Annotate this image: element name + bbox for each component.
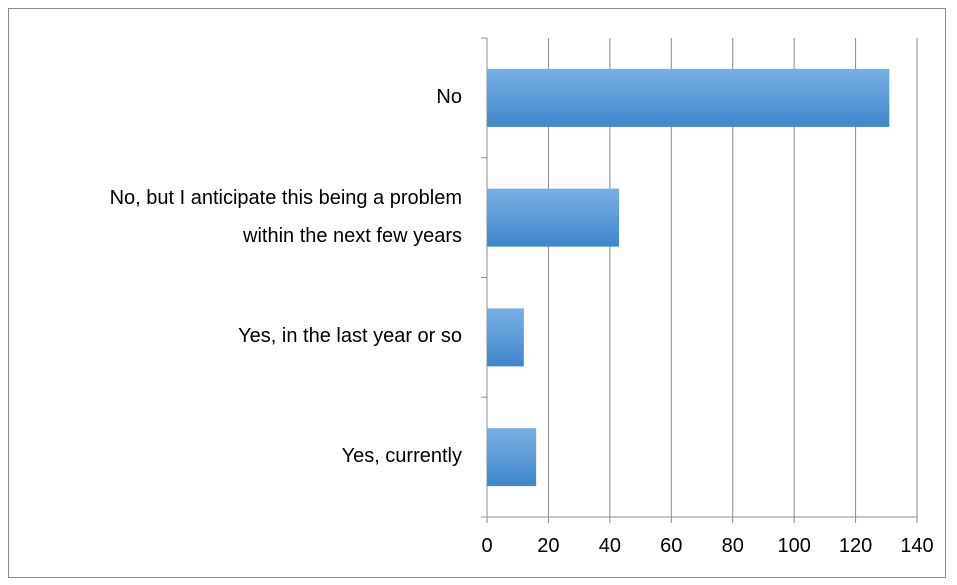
category-label-line: No, but I anticipate this being a proble… — [109, 186, 462, 209]
bar — [487, 428, 537, 487]
category-label: No, but I anticipate this being a proble… — [0, 185, 462, 249]
category-label-line: Yes, currently — [341, 445, 462, 468]
category-label: No — [0, 84, 462, 110]
bar — [487, 188, 620, 247]
category-label-line: Yes, in the last year or so — [238, 325, 462, 348]
bars — [487, 68, 890, 487]
category-label: Yes, in the last year or so — [0, 323, 462, 349]
category-label: Yes, currently — [0, 443, 462, 469]
x-tick-label: 80 — [722, 535, 744, 557]
x-tick-label: 40 — [599, 535, 621, 557]
x-tick-labels: 0 20 40 60 80 100 120 140 — [481, 535, 933, 557]
x-tick-label: 100 — [777, 535, 810, 557]
bar — [487, 308, 524, 367]
x-tick-label: 120 — [839, 535, 872, 557]
bar — [487, 68, 890, 127]
x-tick-label: 60 — [660, 535, 682, 557]
x-tick-label: 20 — [537, 535, 559, 557]
x-tick-label: 0 — [481, 535, 492, 557]
x-tick-label: 140 — [900, 535, 933, 557]
category-label-line: within the next few years — [243, 224, 462, 247]
category-label-line: No — [436, 85, 462, 108]
